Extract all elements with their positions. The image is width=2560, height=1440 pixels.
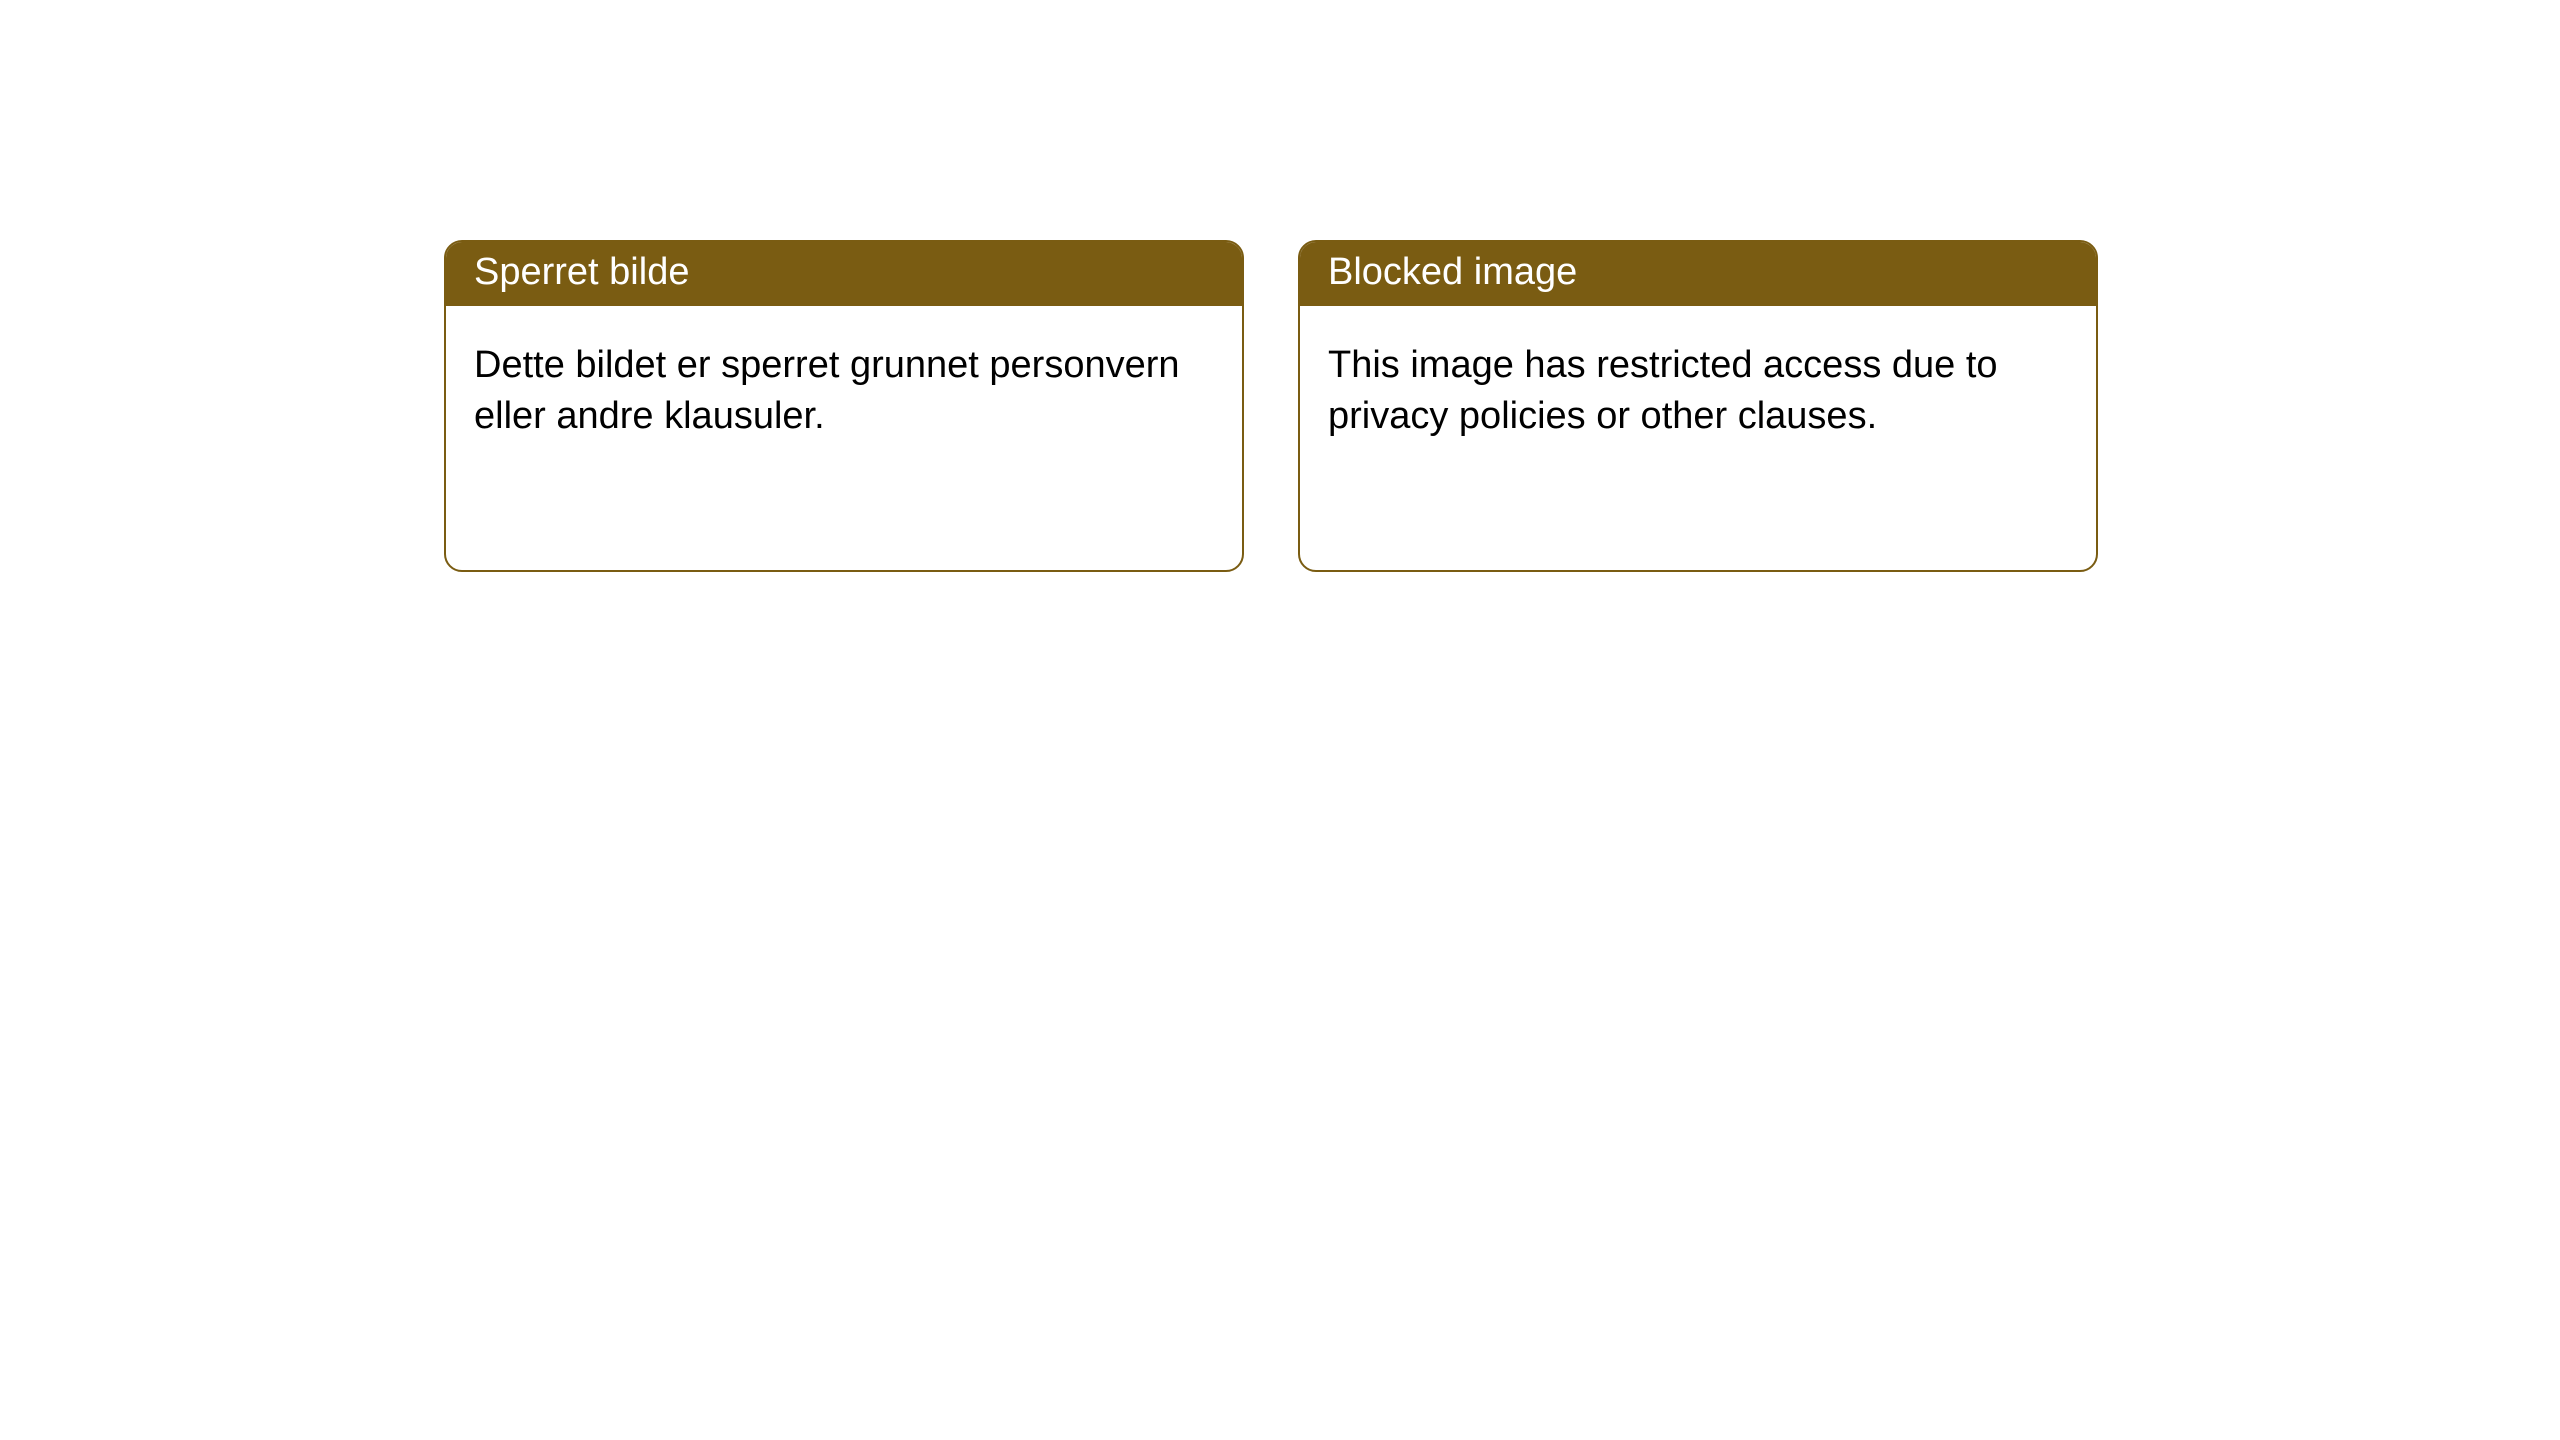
notice-body-text: Dette bildet er sperret grunnet personve… <box>474 344 1180 437</box>
notice-container: Sperret bilde Dette bildet er sperret gr… <box>0 0 2560 572</box>
notice-title: Sperret bilde <box>474 251 689 293</box>
notice-header: Blocked image <box>1300 242 2096 306</box>
notice-header: Sperret bilde <box>446 242 1242 306</box>
notice-body: Dette bildet er sperret grunnet personve… <box>446 306 1242 477</box>
notice-body-text: This image has restricted access due to … <box>1328 344 1998 437</box>
notice-title: Blocked image <box>1328 251 1577 293</box>
notice-body: This image has restricted access due to … <box>1300 306 2096 477</box>
notice-card-english: Blocked image This image has restricted … <box>1298 240 2098 572</box>
notice-card-norwegian: Sperret bilde Dette bildet er sperret gr… <box>444 240 1244 572</box>
